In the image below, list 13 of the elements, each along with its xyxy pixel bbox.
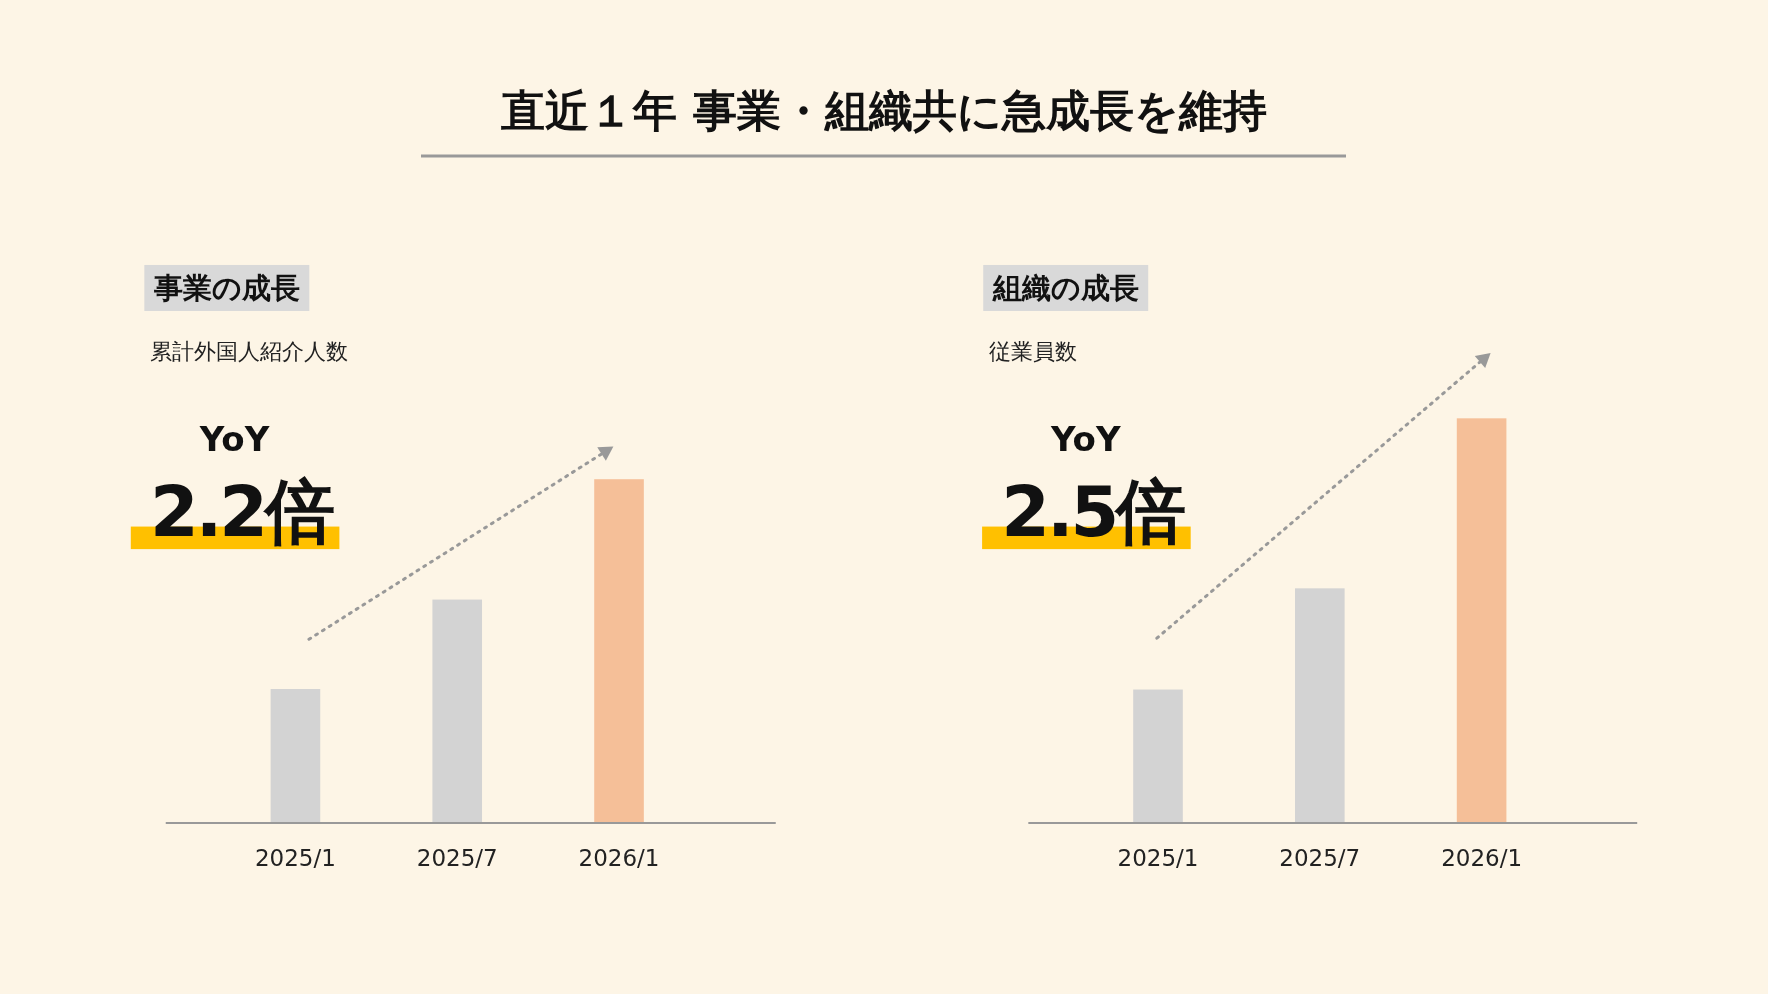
chart-subtitle: 累計外国人紹介人数: [150, 338, 349, 364]
x-tick-label: 2025/1: [254, 844, 336, 871]
chart-subtitle: 従業員数: [989, 338, 1078, 364]
x-tick-label: 2025/7: [416, 844, 498, 871]
x-tick-label: 2025/1: [1117, 844, 1199, 871]
x-tick-label: 2025/7: [1279, 844, 1361, 871]
x-tick-label: 2026/1: [1441, 844, 1523, 871]
text: YoY: [198, 419, 270, 460]
chart-title: 組織の成長: [992, 270, 1140, 305]
chart-title: 事業の成長: [153, 270, 301, 305]
annotation: YoY: [1050, 419, 1121, 460]
x-tick-label: 2026/1: [578, 844, 660, 871]
text: 直近１年 事業・組織共に急成長を維持: [500, 85, 1267, 136]
